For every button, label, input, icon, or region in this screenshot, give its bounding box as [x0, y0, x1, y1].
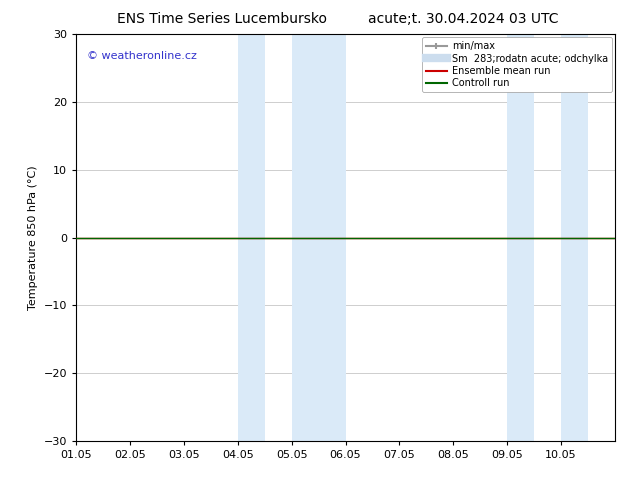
Bar [292, 34, 346, 441]
Legend: min/max, Sm  283;rodatn acute; odchylka, Ensemble mean run, Controll run: min/max, Sm 283;rodatn acute; odchylka, … [422, 37, 612, 92]
Text: © weatheronline.cz: © weatheronline.cz [87, 50, 197, 61]
Text: acute;t. 30.04.2024 03 UTC: acute;t. 30.04.2024 03 UTC [368, 12, 558, 26]
Bar [561, 34, 588, 441]
Text: ENS Time Series Lucembursko: ENS Time Series Lucembursko [117, 12, 327, 26]
Bar [238, 34, 265, 441]
Bar [507, 34, 534, 441]
Y-axis label: Temperature 850 hPa (°C): Temperature 850 hPa (°C) [28, 165, 38, 310]
